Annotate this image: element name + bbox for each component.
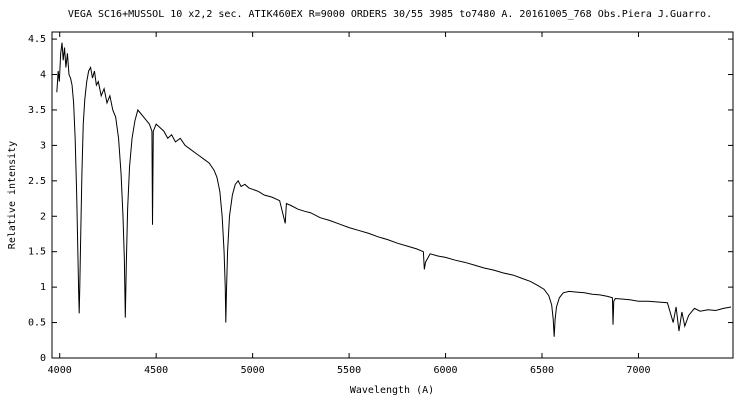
x-tick-label: 7000: [626, 365, 650, 376]
x-tick-label: 5500: [337, 365, 361, 376]
x-tick-label: 6500: [530, 365, 554, 376]
x-tick-label: 4000: [48, 365, 72, 376]
y-tick-label: 4.5: [28, 34, 46, 45]
chart-title: VEGA SC16+MUSSOL 10 x2,2 sec. ATIK460EX …: [68, 9, 712, 20]
y-tick-label: 0: [40, 353, 46, 364]
plot-frame: [51, 31, 734, 359]
x-tick-label: 6000: [434, 365, 458, 376]
y-axis-label: Relative intensity: [7, 141, 18, 249]
x-tick-label: 5000: [241, 365, 265, 376]
y-tick-label: 4: [40, 70, 46, 81]
y-tick-label: 0.5: [28, 318, 46, 329]
y-tick-label: 1: [40, 282, 46, 293]
y-tick-label: 3.5: [28, 105, 46, 116]
x-tick-label: 4500: [144, 365, 168, 376]
x-axis-label: Wavelength (A): [350, 385, 434, 396]
spectrum-line: [56, 42, 732, 337]
y-tick-label: 3: [40, 140, 46, 151]
y-tick-label: 2.5: [28, 176, 46, 187]
y-tick-label: 1.5: [28, 247, 46, 258]
y-tick-label: 2: [40, 211, 46, 222]
